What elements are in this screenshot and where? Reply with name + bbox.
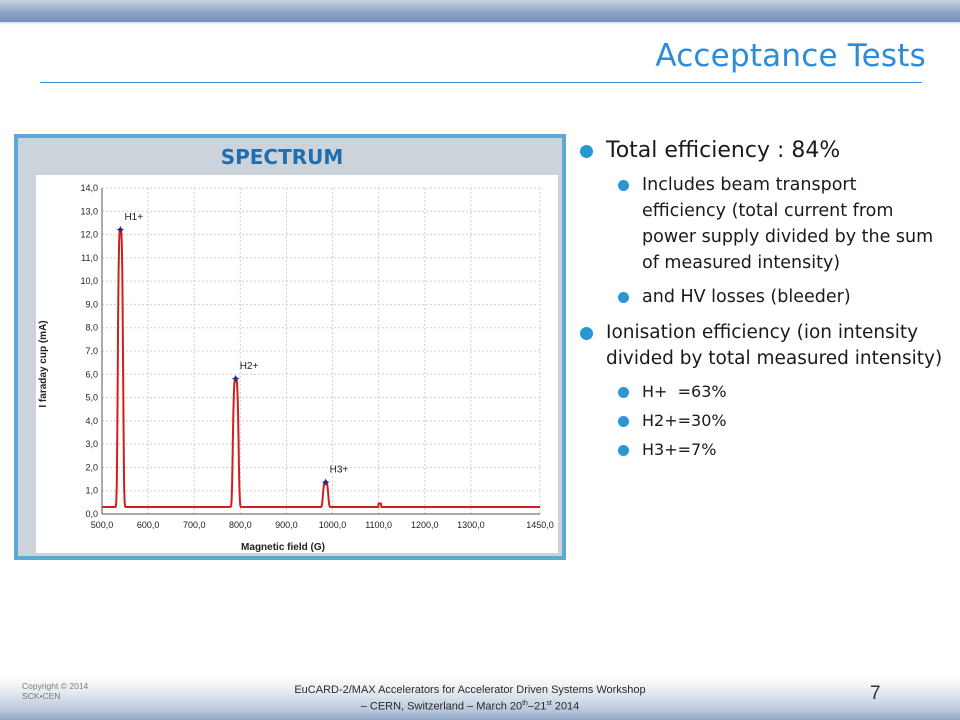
y-tick-label: 6,0 <box>85 369 98 379</box>
bullet-dot-icon <box>618 292 629 303</box>
chart-peak-markers: ✦H1+✦H2+✦H3+ <box>115 212 348 490</box>
copyright-line: Copyright © 2014 <box>22 681 89 691</box>
bullet-total-efficiency: Total efficiency : 84% <box>576 136 946 166</box>
chart-title: SPECTRUM <box>221 145 344 169</box>
footer-line-2-prefix: – CERN, Switzerland – March 20 <box>360 700 523 713</box>
spectrum-chart-frame: SPECTRUM 0,0 1,0 2,0 3,0 4,0 5,0 6,0 7,0 8,0 9,0 1… <box>18 138 562 556</box>
page-number: 7 <box>870 683 881 704</box>
x-tick-label: 1100,0 <box>365 520 392 530</box>
peak-marker-icon: ✦ <box>231 372 241 386</box>
y-tick-label: 7,0 <box>85 346 98 356</box>
spectrum-chart-panel: SPECTRUM 0,0 1,0 2,0 3,0 4,0 5,0 6,0 7,0 8,0 9,0 1… <box>14 134 566 560</box>
bullet-dot-icon <box>618 387 629 398</box>
y-tick-label: 8,0 <box>85 323 98 333</box>
x-tick-label: 1450,0 <box>526 520 554 530</box>
y-tick-label: 2,0 <box>85 462 98 472</box>
bullet-text: H2+=30% <box>642 411 727 430</box>
x-tick-label: 800,0 <box>229 520 252 530</box>
y-tick-label: 4,0 <box>85 416 98 426</box>
peak-label: H3+ <box>330 465 349 476</box>
bullet-dot-icon <box>580 327 593 340</box>
y-tick-label: 14,0 <box>80 183 98 193</box>
footer-sup-th: th <box>522 700 528 707</box>
footer-line-2: – CERN, Switzerland – March 20th–21st 20… <box>200 697 740 714</box>
x-tick-label: 1200,0 <box>411 520 439 530</box>
bullet-dot-icon <box>580 145 593 158</box>
bullet-text: H+ =63% <box>642 382 727 401</box>
bullet-ionisation-efficiency: Ionisation efficiency (ion intensity div… <box>576 320 946 372</box>
x-tick-label: 1000,0 <box>319 520 347 530</box>
y-tick-label: 11,0 <box>81 253 98 263</box>
bullet-h3-share: H3+=7% <box>576 438 946 462</box>
chart-grid <box>101 187 541 515</box>
x-tick-label: 1300,0 <box>457 520 485 530</box>
bullet-text: and HV losses (bleeder) <box>642 287 851 307</box>
x-tick-label: 700,0 <box>183 520 206 530</box>
y-tick-label: 12,0 <box>80 230 98 240</box>
footer-decorative-band <box>0 676 960 720</box>
peak-label: H2+ <box>240 361 259 372</box>
chart-plot-background <box>36 175 558 553</box>
bullet-hv-losses: and HV losses (bleeder) <box>576 284 946 310</box>
bullet-text: Includes beam transport efficiency (tota… <box>642 175 934 273</box>
slide-title: Acceptance Tests <box>655 38 926 74</box>
y-tick-label: 3,0 <box>85 439 98 449</box>
bullet-dot-icon <box>618 445 629 456</box>
bullet-h1-share: H+ =63% <box>576 380 946 404</box>
organization-name: SCK•CEN <box>22 691 61 701</box>
footer-line-2-suffix: 2014 <box>551 700 580 713</box>
y-tick-label: 0,0 <box>85 509 98 519</box>
x-tick-label: 900,0 <box>275 520 298 530</box>
peak-marker-icon: ✦ <box>115 223 125 237</box>
bullet-beam-transport: Includes beam transport efficiency (tota… <box>576 172 946 276</box>
x-tick-label: 600,0 <box>137 520 160 530</box>
footer-event-text: EuCARD-2/MAX Accelerators for Accelerato… <box>200 683 740 714</box>
chart-tick-labels: 0,0 1,0 2,0 3,0 4,0 5,0 6,0 7,0 8,0 9,0 10,0 11,0 12… <box>80 183 553 530</box>
y-tick-label: 9,0 <box>85 299 98 309</box>
footer-line-1: EuCARD-2/MAX Accelerators for Accelerato… <box>294 684 646 696</box>
bullet-h2-share: H2+=30% <box>576 409 946 433</box>
y-tick-label: 13,0 <box>80 206 98 216</box>
y-tick-label: 1,0 <box>85 486 98 496</box>
chart-x-axis-label: Magnetic field (G) <box>241 542 325 553</box>
chart-y-axis-label: I faraday cup (mA) <box>38 320 49 407</box>
bullet-text: H3+=7% <box>642 440 717 459</box>
title-divider <box>40 82 922 83</box>
footer-sup-st: st <box>546 700 552 707</box>
y-tick-label: 5,0 <box>85 393 98 403</box>
peak-marker-icon: ✦ <box>321 476 331 490</box>
bullet-dot-icon <box>618 180 629 191</box>
bullet-list: Total efficiency : 84% Includes beam tra… <box>576 136 946 462</box>
chart-axes <box>101 188 540 515</box>
top-decorative-band <box>0 0 960 25</box>
spectrum-series-line <box>102 228 540 508</box>
bullet-text: Total efficiency : 84% <box>606 138 841 163</box>
peak-label: H1+ <box>124 212 143 223</box>
copyright-notice: Copyright © 2014 SCK•CEN <box>22 681 88 701</box>
footer-line-2-mid: –21 <box>527 700 547 713</box>
chart-header-strip <box>18 138 562 170</box>
y-tick-label: 10,0 <box>80 276 98 286</box>
bullet-dot-icon <box>618 416 629 427</box>
x-tick-label: 500,0 <box>91 520 114 530</box>
spectrum-chart: SPECTRUM 0,0 1,0 2,0 3,0 4,0 5,0 6,0 7,0 8,0 9,0 1… <box>18 138 562 553</box>
bullet-text: Ionisation efficiency (ion intensity div… <box>606 322 943 369</box>
